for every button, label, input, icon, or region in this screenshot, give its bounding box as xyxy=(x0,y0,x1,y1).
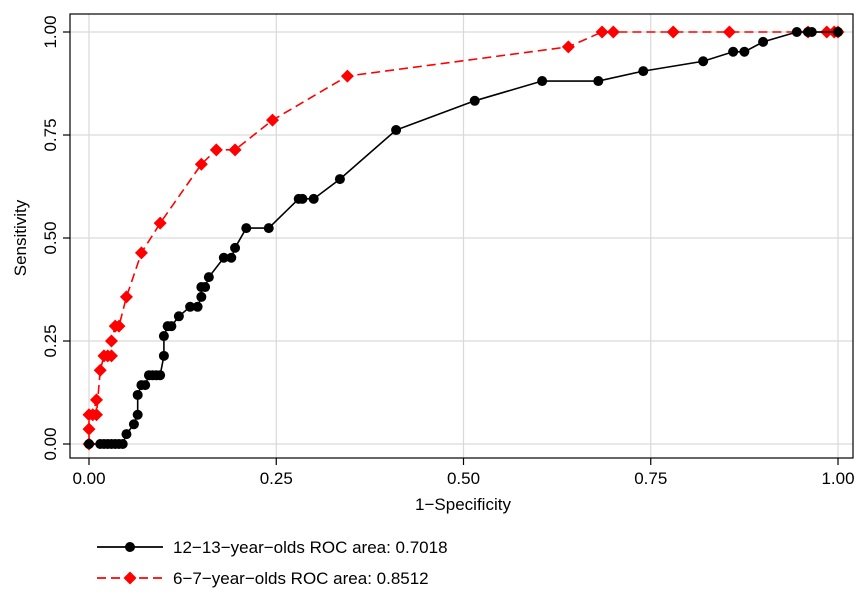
data-point xyxy=(606,25,620,39)
data-point xyxy=(119,290,133,304)
data-point xyxy=(666,25,680,39)
data-point xyxy=(218,252,229,263)
data-point xyxy=(391,125,402,136)
plot-background xyxy=(70,14,853,458)
legend-label-6-7: 6−7−year−olds ROC area: 0.8512 xyxy=(173,569,429,588)
data-point xyxy=(241,223,252,234)
data-point xyxy=(209,143,223,157)
y-tick-label: 0.25 xyxy=(41,324,60,357)
data-point xyxy=(117,439,128,449)
data-point xyxy=(104,334,118,348)
data-point xyxy=(263,223,274,234)
data-point xyxy=(104,349,118,363)
data-point xyxy=(185,301,196,312)
x-axis-title: 1−Specificity xyxy=(415,495,511,514)
data-point xyxy=(153,216,167,230)
axes: 0.00 0.25 0.50 0.75 1.00 0.00 0.25 0.50 0.75 1.00 xyxy=(41,15,855,488)
data-point xyxy=(166,321,177,332)
plot-frame xyxy=(69,13,854,459)
legend-marker xyxy=(125,542,135,552)
data-point xyxy=(833,27,843,37)
data-point xyxy=(89,393,103,407)
data-point xyxy=(228,143,242,157)
y-tick-label: 0.00 xyxy=(41,427,60,460)
data-point xyxy=(297,193,308,204)
data-point xyxy=(638,66,649,77)
data-point xyxy=(469,95,480,106)
data-point xyxy=(595,25,609,39)
data-point xyxy=(308,193,319,204)
data-point xyxy=(128,419,139,430)
data-point xyxy=(173,311,184,322)
data-point xyxy=(266,113,280,127)
data-point xyxy=(200,282,211,293)
data-point xyxy=(334,174,345,185)
legend: 12−13−year−olds ROC area: 0.7018 6−7−yea… xyxy=(97,538,448,588)
data-point xyxy=(728,46,739,57)
data-point xyxy=(196,291,207,302)
legend-label-12-13: 12−13−year−olds ROC area: 0.7018 xyxy=(173,538,448,557)
x-tick-label: 1.00 xyxy=(821,469,854,488)
data-point xyxy=(82,422,96,436)
data-point xyxy=(226,252,237,263)
data-point xyxy=(134,246,148,260)
legend-swatch-12-13 xyxy=(97,542,163,552)
data-point xyxy=(89,408,103,422)
data-point xyxy=(132,389,143,400)
data-point xyxy=(537,76,548,87)
y-tick-label: 0.50 xyxy=(41,221,60,254)
data-point xyxy=(230,242,241,253)
data-point xyxy=(140,380,151,391)
y-tick-label: 1.00 xyxy=(41,15,60,48)
data-point xyxy=(155,370,166,381)
data-point xyxy=(722,25,736,39)
y-tick-label: 0.75 xyxy=(41,118,60,151)
data-point xyxy=(340,69,354,83)
data-point xyxy=(192,301,203,312)
data-point xyxy=(739,46,750,57)
legend-marker xyxy=(123,571,137,585)
plot-area xyxy=(82,25,845,451)
y-axis-title: Sensitivity xyxy=(11,199,30,276)
data-point xyxy=(158,350,169,361)
x-tick-label: 0.00 xyxy=(72,469,105,488)
data-point xyxy=(593,76,604,87)
x-tick-label: 0.50 xyxy=(447,469,480,488)
data-point xyxy=(561,40,575,54)
data-point xyxy=(758,36,769,47)
data-point xyxy=(84,439,94,449)
data-point xyxy=(132,409,143,420)
data-point xyxy=(698,56,709,67)
data-point xyxy=(121,429,132,440)
data-point xyxy=(112,319,126,333)
data-point xyxy=(158,331,169,342)
x-tick-label: 0.25 xyxy=(260,469,293,488)
legend-swatch-6-7 xyxy=(97,571,163,585)
data-point xyxy=(203,272,214,283)
series-0 xyxy=(84,27,843,449)
data-point xyxy=(806,27,817,37)
x-tick-label: 0.75 xyxy=(634,469,667,488)
data-point xyxy=(194,157,208,171)
data-point xyxy=(93,363,107,377)
data-point xyxy=(791,27,802,37)
